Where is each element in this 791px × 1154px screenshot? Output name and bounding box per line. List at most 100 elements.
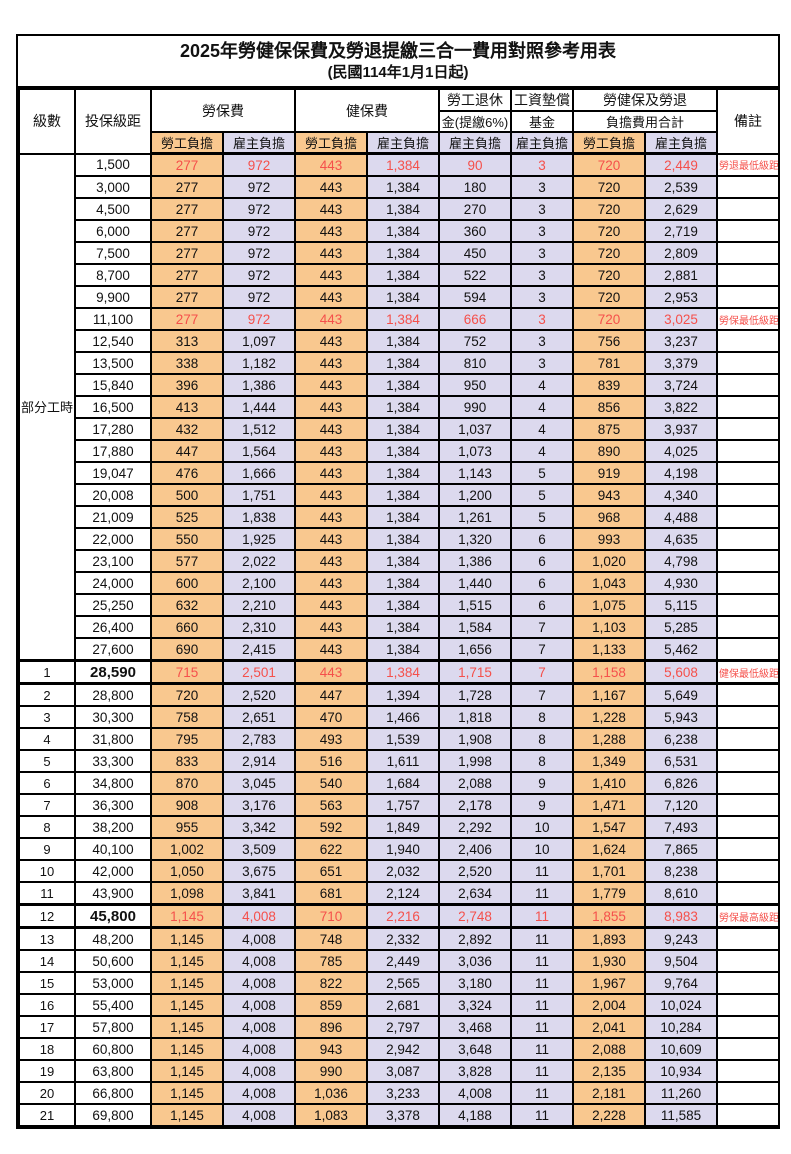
labor-employer-cell: 972	[222, 152, 296, 177]
health-employer-cell: 1,384	[366, 593, 440, 617]
insured-bracket-cell: 34,800	[74, 771, 152, 795]
labor-employee-cell: 1,145	[150, 1103, 224, 1127]
level-cell: 9	[18, 837, 76, 861]
labor-employee-cell: 277	[150, 241, 224, 265]
insured-bracket-cell: 4,500	[74, 197, 152, 221]
labor-employee-cell: 1,145	[150, 993, 224, 1017]
table-row: 15 53,000 1,145 4,008 822 2,565 3,180 11 1,967 9,…	[18, 971, 780, 995]
health-employer-cell: 2,216	[366, 903, 440, 929]
total-employer-cell: 11,260	[644, 1081, 718, 1105]
health-employer-cell: 1,384	[366, 307, 440, 331]
total-employer-cell: 3,025	[644, 307, 718, 331]
pension-employer-cell: 2,088	[438, 771, 512, 795]
health-employer-cell: 1,394	[366, 682, 440, 707]
total-employer-cell: 7,120	[644, 793, 718, 817]
labor-employer-cell: 4,008	[222, 971, 296, 995]
health-employee-cell: 443	[294, 285, 368, 309]
labor-employee-cell: 277	[150, 219, 224, 243]
pension-employer-cell: 2,748	[438, 903, 512, 929]
table-row: 1 28,590 715 2,501 443 1,384 1,715 7 1,158 5,608 健…	[18, 659, 780, 685]
health-employer-cell: 1,384	[366, 329, 440, 353]
health-employer-cell: 3,087	[366, 1059, 440, 1083]
labor-employer-cell: 4,008	[222, 1103, 296, 1127]
wage-fund-employer-cell: 3	[510, 307, 574, 331]
total-employer-cell: 2,539	[644, 175, 718, 199]
table-row: 22,000 550 1,925 443 1,384 1,320 6 993 4,635	[19, 527, 780, 551]
labor-employee-cell: 1,145	[150, 903, 224, 929]
remark-cell	[716, 637, 780, 662]
health-employer-cell: 1,466	[366, 705, 440, 729]
insured-bracket-cell: 60,800	[74, 1037, 152, 1061]
labor-employee-cell: 600	[150, 571, 224, 595]
page-subtitle: (民國114年1月1日起)	[327, 64, 469, 81]
table-row: 6 34,800 870 3,045 540 1,684 2,088 9 1,410 6,826	[18, 771, 780, 795]
insured-bracket-cell: 43,900	[74, 881, 152, 906]
pension-employer-cell: 2,406	[438, 837, 512, 861]
labor-employer-cell: 1,097	[222, 329, 296, 353]
remark-cell	[716, 682, 780, 707]
health-employee-cell: 443	[294, 505, 368, 529]
table-row: 6,000 277 972 443 1,384 360 3 720 2,719	[19, 219, 780, 243]
health-employee-cell: 859	[294, 993, 368, 1017]
labor-employee-cell: 955	[150, 815, 224, 839]
health-employer-cell: 1,384	[366, 483, 440, 507]
total-employer-cell: 4,930	[644, 571, 718, 595]
labor-employer-cell: 4,008	[222, 903, 296, 929]
total-employer-cell: 2,449	[644, 152, 718, 177]
subheader-total-employee: 勞工負擔	[572, 131, 646, 155]
total-employee-cell: 1,075	[572, 593, 646, 617]
remark-cell	[716, 837, 780, 861]
labor-employer-cell: 2,914	[222, 749, 296, 773]
remark-cell: 勞保最高級距	[716, 903, 780, 929]
total-employer-cell: 8,983	[644, 903, 718, 929]
wage-fund-employer-cell: 10	[510, 837, 574, 861]
header-wage-fund-line1: 工資墊償	[510, 88, 574, 112]
labor-employee-cell: 432	[150, 417, 224, 441]
labor-employee-cell: 338	[150, 351, 224, 375]
remark-cell	[716, 1015, 780, 1039]
health-employer-cell: 1,384	[366, 241, 440, 265]
insured-bracket-cell: 31,800	[74, 727, 152, 751]
health-employee-cell: 990	[294, 1059, 368, 1083]
health-employer-cell: 2,942	[366, 1037, 440, 1061]
health-employee-cell: 681	[294, 881, 368, 906]
health-employer-cell: 1,611	[366, 749, 440, 773]
total-employer-cell: 2,809	[644, 241, 718, 265]
insured-bracket-cell: 12,540	[74, 329, 152, 353]
total-employee-cell: 2,004	[572, 993, 646, 1017]
table-row: 8 38,200 955 3,342 592 1,849 2,292 10 1,547 7,493	[18, 815, 780, 839]
total-employer-cell: 10,024	[644, 993, 718, 1017]
remark-cell	[716, 197, 780, 221]
level-cell: 4	[18, 727, 76, 751]
health-employee-cell: 470	[294, 705, 368, 729]
table-row: 10 42,000 1,050 3,675 651 2,032 2,520 11 1,701 8,…	[18, 859, 780, 883]
labor-employee-cell: 1,145	[150, 949, 224, 973]
labor-employer-cell: 972	[222, 263, 296, 287]
health-employee-cell: 443	[294, 439, 368, 463]
table-row: 13 48,200 1,145 4,008 748 2,332 2,892 11 1,893 9,…	[18, 926, 780, 951]
total-employee-cell: 1,701	[572, 859, 646, 883]
total-employee-cell: 1,167	[572, 682, 646, 707]
wage-fund-employer-cell: 11	[510, 881, 574, 906]
remark-cell	[716, 417, 780, 441]
remark-cell	[716, 793, 780, 817]
remark-cell	[716, 329, 780, 353]
total-employer-cell: 7,493	[644, 815, 718, 839]
labor-employee-cell: 1,145	[150, 971, 224, 995]
labor-employer-cell: 1,925	[222, 527, 296, 551]
remark-cell	[716, 593, 780, 617]
labor-employee-cell: 313	[150, 329, 224, 353]
labor-employer-cell: 4,008	[222, 1059, 296, 1083]
table-row: 20 66,800 1,145 4,008 1,036 3,233 4,008 11 2,181…	[18, 1081, 780, 1105]
labor-employer-cell: 2,022	[222, 549, 296, 573]
wage-fund-employer-cell: 11	[510, 1015, 574, 1039]
labor-employer-cell: 3,675	[222, 859, 296, 883]
health-employer-cell: 1,384	[366, 152, 440, 177]
total-employer-cell: 2,719	[644, 219, 718, 243]
labor-employee-cell: 720	[150, 682, 224, 707]
labor-employer-cell: 972	[222, 197, 296, 221]
header-health-insurance: 健保費	[294, 88, 440, 133]
labor-employer-cell: 2,783	[222, 727, 296, 751]
table-row: 12,540 313 1,097 443 1,384 752 3 756 3,237	[19, 329, 780, 353]
total-employee-cell: 919	[572, 461, 646, 485]
